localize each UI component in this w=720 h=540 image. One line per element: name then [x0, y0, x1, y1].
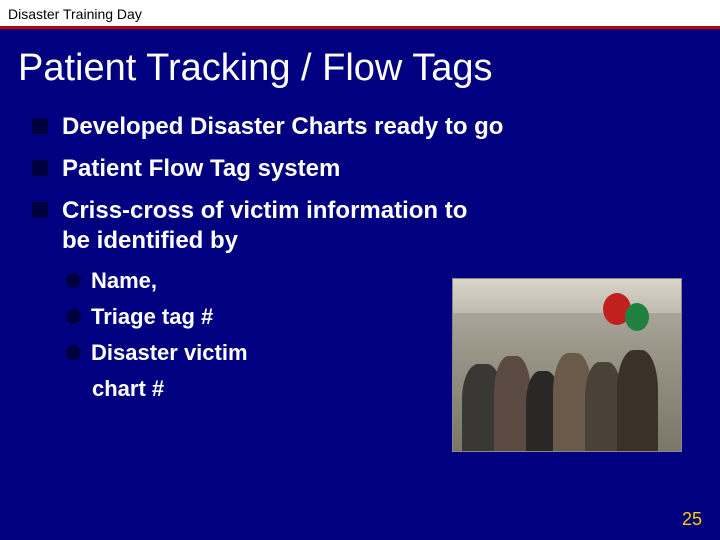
square-bullet-icon: [32, 118, 48, 134]
circle-bullet-icon: [66, 273, 81, 288]
page-number: 25: [682, 509, 702, 530]
bullet-text: Criss-cross of victim information to be …: [62, 196, 482, 256]
sub-bullet-text: Triage tag #: [91, 304, 213, 330]
circle-bullet-icon: [66, 309, 81, 324]
square-bullet-icon: [32, 160, 48, 176]
photo-placeholder: [453, 279, 681, 451]
slide-title: Patient Tracking / Flow Tags: [0, 29, 720, 112]
bullet-text: Developed Disaster Charts ready to go: [62, 112, 503, 142]
sub-bullet-text: Disaster victim: [91, 340, 248, 366]
embedded-photo: [452, 278, 682, 452]
circle-bullet-icon: [66, 345, 81, 360]
slide-header: Disaster Training Day: [0, 0, 720, 26]
bullet-text: Patient Flow Tag system: [62, 154, 340, 184]
bullet-item: Developed Disaster Charts ready to go: [32, 112, 692, 142]
square-bullet-icon: [32, 202, 48, 218]
sub-bullet-text: Name,: [91, 268, 157, 294]
bullet-item: Criss-cross of victim information to be …: [32, 196, 692, 256]
bullet-item: Patient Flow Tag system: [32, 154, 692, 184]
